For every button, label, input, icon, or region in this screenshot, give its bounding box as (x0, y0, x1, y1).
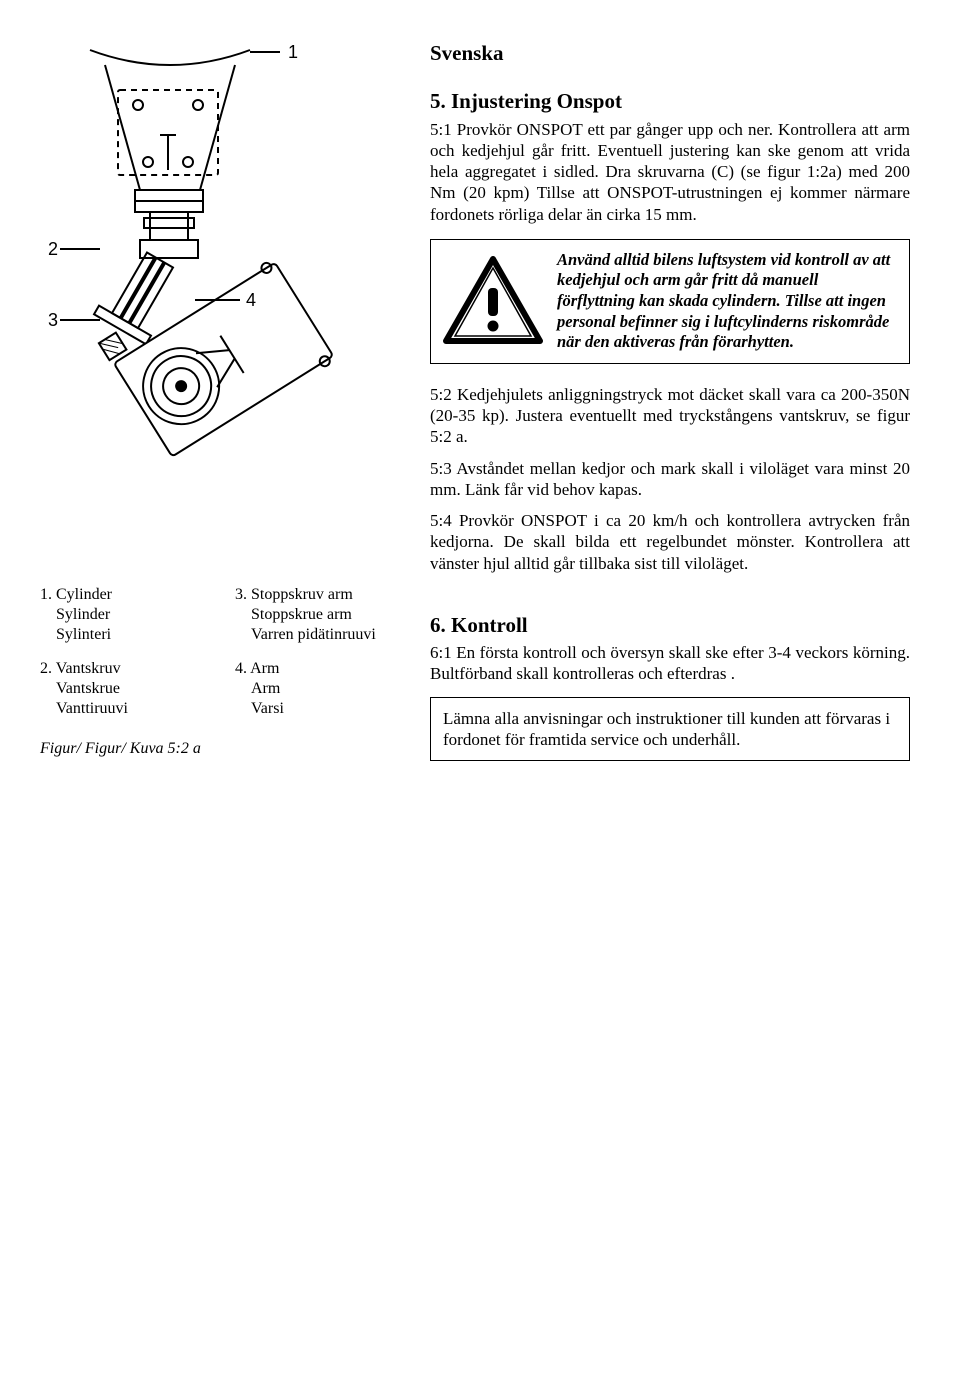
section-5-1-text: 5:1 Provkör ONSPOT ett par gånger upp oc… (430, 119, 910, 225)
left-column: 1 2 3 4 1. Cylinder Sylinder Sylinteri 2… (40, 40, 400, 761)
legend-item-3: 3. Stoppskruv arm Stoppskrue arm Varren … (235, 585, 400, 645)
figure-legend: 1. Cylinder Sylinder Sylinteri 2. Vantsk… (40, 585, 400, 733)
callout-4: 4 (246, 290, 256, 310)
figure-5-2a: 1 2 3 4 (40, 40, 400, 570)
callout-1: 1 (288, 42, 298, 62)
callout-2: 2 (48, 239, 58, 259)
language-label: Svenska (430, 40, 910, 66)
section-5-4-text: 5:4 Provkör ONSPOT i ca 20 km/h och kont… (430, 510, 910, 574)
section-6-heading: 6. Kontroll (430, 612, 910, 638)
warning-box: Använd alltid bilens luftsystem vid kont… (430, 239, 910, 364)
right-column: Svenska 5. Injustering Onspot 5:1 Provkö… (430, 40, 910, 761)
legend-item-4: 4. Arm Arm Varsi (235, 659, 400, 719)
section-5-3-text: 5:3 Avståndet mellan kedjor och mark ska… (430, 458, 910, 501)
figure-caption: Figur/ Figur/ Kuva 5:2 a (40, 739, 400, 759)
section-6-1-text: 6:1 En första kontroll och översyn skall… (430, 642, 910, 685)
section-5-heading: 5. Injustering Onspot (430, 88, 910, 114)
warning-triangle-icon (443, 256, 543, 346)
note-box: Lämna alla anvisningar och instruktioner… (430, 697, 910, 762)
legend-item-1: 1. Cylinder Sylinder Sylinteri (40, 585, 205, 645)
legend-item-2: 2. Vantskruv Vantskrue Vanttiruuvi (40, 659, 205, 719)
section-5-2-text: 5:2 Kedjehjulets anliggningstryck mot dä… (430, 384, 910, 448)
warning-text: Använd alltid bilens luftsystem vid kont… (557, 250, 897, 353)
callout-3: 3 (48, 310, 58, 330)
